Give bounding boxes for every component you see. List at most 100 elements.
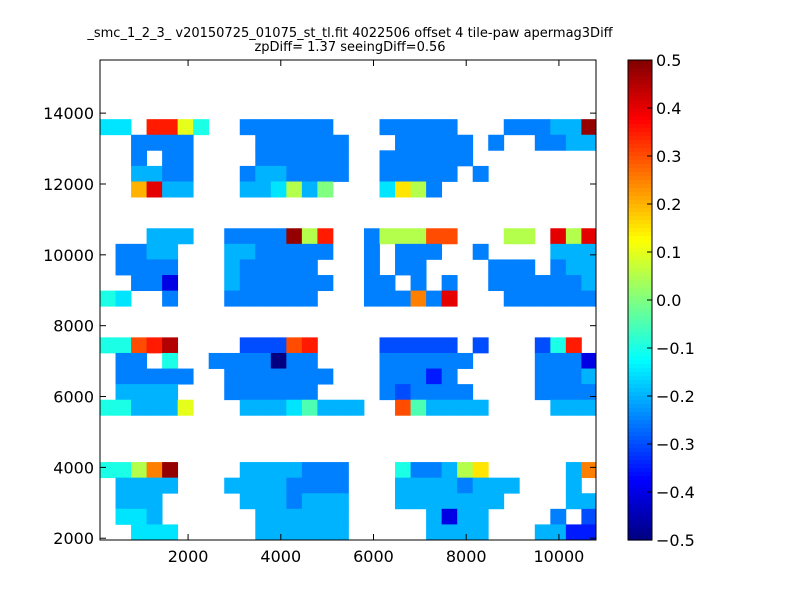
heatmap-cell (441, 524, 458, 541)
heatmap-cell (162, 290, 179, 307)
heatmap-cell (255, 368, 272, 385)
colorbar-band (628, 212, 652, 217)
heatmap-cell (270, 228, 287, 245)
heatmap-cell (162, 150, 179, 167)
heatmap-cell (270, 399, 287, 416)
heatmap-cell (565, 228, 582, 245)
colorbar-band (628, 444, 652, 449)
heatmap-cell (239, 384, 256, 401)
x-tick-label: 8000 (446, 547, 487, 566)
colorbar-band (628, 344, 652, 349)
heatmap-cell (239, 119, 256, 136)
heatmap-cell (146, 337, 163, 354)
colorbar-band (628, 88, 652, 93)
heatmap-cell (224, 384, 241, 401)
heatmap-cell (224, 275, 241, 292)
colorbar-band (628, 460, 652, 465)
heatmap-cell (146, 181, 163, 198)
heatmap-cell (255, 228, 272, 245)
heatmap-cell (426, 399, 443, 416)
colorbar-band (628, 492, 652, 497)
heatmap-cell (565, 493, 582, 510)
heatmap-cell (581, 524, 597, 541)
heatmap-cell (286, 462, 303, 479)
heatmap-cell (565, 477, 582, 494)
heatmap-cell (115, 477, 132, 494)
heatmap-cell (131, 165, 147, 182)
heatmap-cell (239, 337, 256, 354)
heatmap-cell (162, 524, 179, 541)
colorbar-band (628, 224, 652, 229)
heatmap-cell (270, 275, 287, 292)
heatmap-cell (100, 337, 116, 354)
heatmap-cell (457, 493, 474, 510)
colorbar-band (628, 324, 652, 329)
colorbar-band (628, 268, 652, 273)
colorbar-band (628, 328, 652, 333)
heatmap-cell (472, 243, 489, 260)
heatmap-cell (162, 477, 179, 494)
colorbar-tick-label: −0.2 (656, 387, 695, 406)
heatmap-cell (255, 493, 272, 510)
heatmap-cell (534, 119, 551, 136)
heatmap-cell (534, 524, 551, 541)
heatmap-cell (146, 462, 163, 479)
heatmap-cell (286, 352, 303, 369)
heatmap-cell (162, 134, 179, 151)
heatmap-cell (426, 368, 443, 385)
heatmap-cell (332, 493, 349, 510)
heatmap-cell (550, 508, 567, 525)
heatmap-cell (395, 493, 411, 510)
heatmap-cell (239, 493, 256, 510)
heatmap-cell (239, 352, 256, 369)
heatmap-cell (581, 508, 597, 525)
heatmap-cell (519, 275, 536, 292)
colorbar-band (628, 204, 652, 209)
y-tick-label: 8000 (53, 317, 94, 336)
heatmap-cell (301, 165, 318, 182)
heatmap-cell (441, 337, 458, 354)
x-tick-label: 6000 (353, 547, 394, 566)
heatmap-cell (301, 368, 318, 385)
y-tick-label: 10000 (43, 246, 94, 265)
heatmap-cell (286, 165, 303, 182)
colorbar-band (628, 252, 652, 257)
heatmap-cell (270, 243, 287, 260)
heatmap-cell (565, 399, 582, 416)
heatmap-cell (395, 384, 411, 401)
heatmap-cell (301, 228, 318, 245)
heatmap-cell (410, 150, 427, 167)
heatmap-cell (395, 181, 411, 198)
heatmap-cell (162, 243, 179, 260)
heatmap-cell (581, 259, 597, 276)
colorbar-band (628, 108, 652, 113)
heatmap-cell (270, 352, 287, 369)
heatmap-cell (550, 228, 567, 245)
colorbar-band (628, 72, 652, 77)
heatmap-cell (131, 259, 147, 276)
heatmap-cell (472, 165, 489, 182)
heatmap-cell (131, 524, 147, 541)
y-axis: 2000 4000 6000 8000 10000 12000 14000 (43, 104, 596, 548)
heatmap-cell (395, 228, 411, 245)
heatmap-cell (131, 150, 147, 167)
colorbar-band (628, 396, 652, 401)
heatmap-cell (177, 119, 194, 136)
heatmap-cell (581, 493, 597, 510)
heatmap-cell (581, 399, 597, 416)
x-tick-label: 2000 (168, 547, 209, 566)
heatmap-cell (426, 290, 443, 307)
heatmap-cell (146, 508, 163, 525)
heatmap-cell (301, 119, 318, 136)
heatmap-cell (131, 477, 147, 494)
colorbar-band (628, 360, 652, 365)
heatmap-cell (410, 462, 427, 479)
heatmap-cell (379, 275, 396, 292)
heatmap-cell (410, 259, 427, 276)
heatmap-cell (146, 243, 163, 260)
heatmap-cell (115, 337, 132, 354)
colorbar-band (628, 348, 652, 353)
heatmap-cell (224, 259, 241, 276)
heatmap-cell (270, 181, 287, 198)
colorbar-band (628, 528, 652, 533)
